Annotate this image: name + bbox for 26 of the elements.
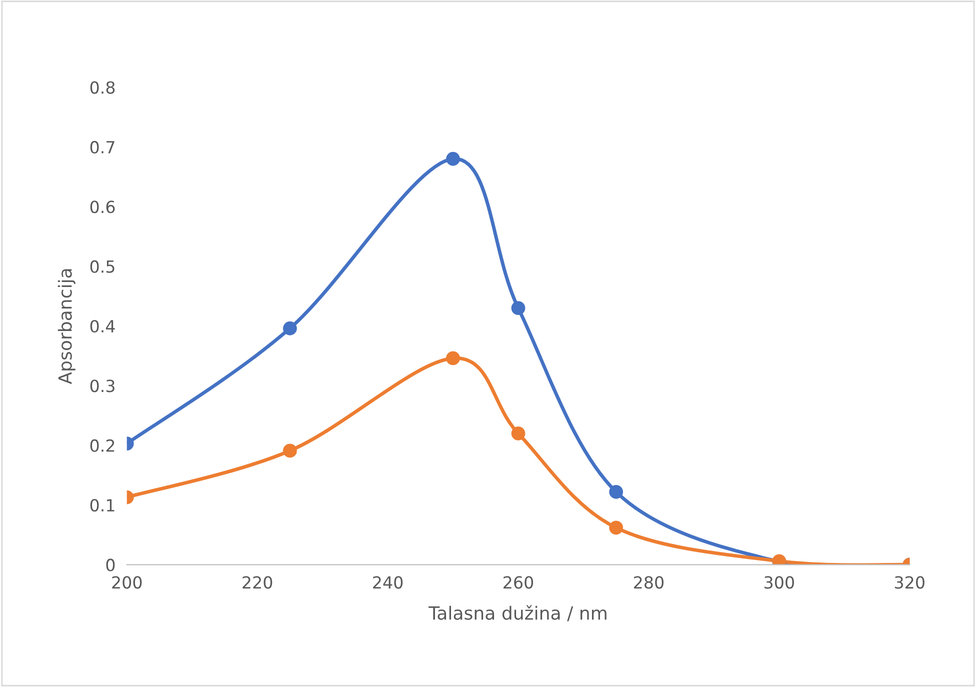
x-axis-title: Talasna dužina / nm [428, 605, 606, 622]
y-tick-label: 0.3 [90, 380, 114, 392]
x-tick-label: 320 [894, 576, 924, 589]
y-axis-title: Apsorbancija [58, 269, 76, 384]
y-tick-label: 0.7 [90, 140, 114, 154]
point [609, 484, 624, 499]
y-tick-label: 0.4 [90, 320, 115, 333]
point [446, 152, 460, 166]
y-tick-label: 0 [106, 558, 115, 572]
x-tick-label: 280 [634, 576, 664, 589]
point [609, 520, 624, 535]
point [283, 444, 297, 458]
point [446, 351, 460, 366]
x-tick-label: 200 [112, 576, 142, 589]
x-tick-label: 260 [504, 576, 534, 589]
x-tick-label: 220 [242, 576, 272, 589]
y-tick-label: 0.6 [90, 200, 115, 214]
y-tick-label: 0.1 [90, 498, 114, 512]
x-tick-label: 240 [373, 576, 403, 589]
y-tick-label: 0.2 [90, 439, 114, 452]
point [511, 426, 526, 440]
point [511, 301, 526, 316]
y-tick-label: 0.5 [90, 260, 114, 273]
point [283, 321, 297, 336]
y-tick-label: 0.8 [90, 81, 115, 94]
x-tick-label: 300 [764, 576, 794, 589]
